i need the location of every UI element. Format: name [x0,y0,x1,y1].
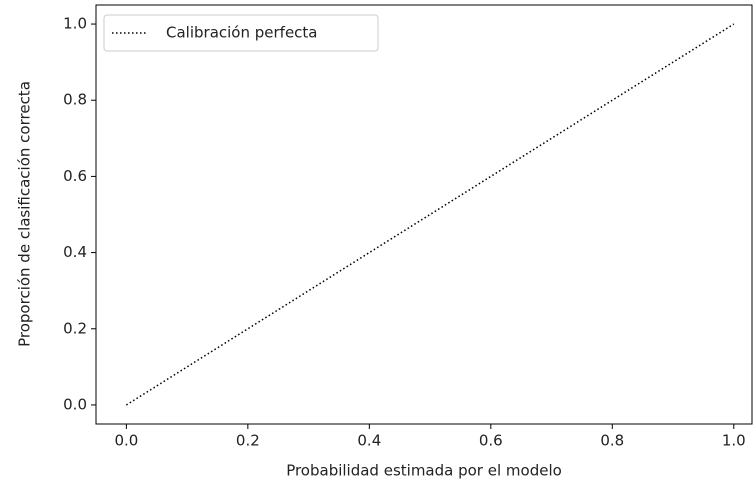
y-axis-label: Proporción de clasificación correcta [16,81,34,347]
x-tick-label: 0.4 [357,432,381,450]
y-tick-label: 0.6 [63,167,87,185]
y-tick-label: 0.4 [63,243,87,261]
series-line [125,23,735,406]
y-tick-label: 0.2 [63,319,87,337]
y-tick-label: 1.0 [63,15,87,33]
x-tick-label: 0.0 [114,432,138,450]
x-tick-label: 0.8 [600,432,624,450]
y-tick-label: 0.0 [63,395,87,413]
y-tick-label: 0.8 [63,91,87,109]
x-tick-label: 1.0 [722,432,746,450]
legend-box [103,14,379,52]
plot-frame [95,4,753,425]
x-tick-label: 0.6 [479,432,503,450]
x-tick-label: 0.2 [236,432,260,450]
x-axis-label: Probabilidad estimada por el modelo [286,462,562,480]
legend-label: Calibración perfecta [166,24,318,42]
